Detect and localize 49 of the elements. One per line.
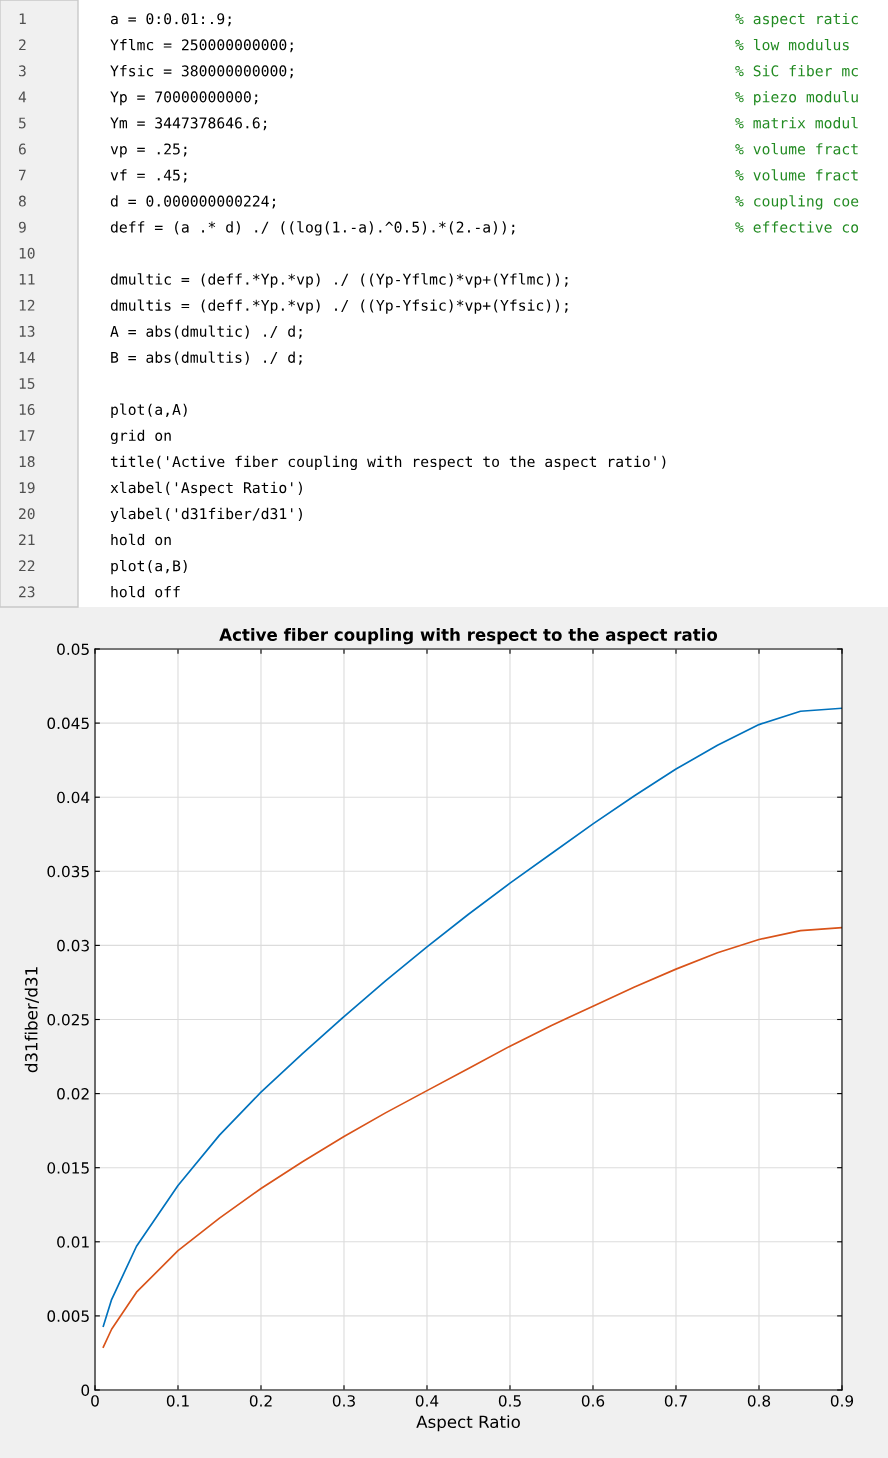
text: 4 Yp = 70000000000; % piezo modulu: [18, 90, 858, 106]
text: 3 Yfsic = 380000000000; % SiC fiber mc: [18, 65, 858, 79]
text: 18 title('Active fiber coupling with respect to the aspect ratio'): [19, 455, 666, 471]
y-tick-label: 0.005: [47, 1310, 89, 1322]
text: 20 ylabel('d31fiber/d31'): [19, 507, 302, 523]
text: 13 A = abs(dmultic) ./ d;: [19, 325, 302, 339]
x-tick-label: 0.1: [166, 1395, 189, 1407]
text: 16 plot(a,A): [19, 403, 187, 418]
x-axis-title: Aspect Ratio: [416, 1415, 520, 1432]
y-tick-label: 0.035: [47, 865, 89, 878]
y-tick-label: 0.04: [57, 791, 90, 804]
y-tick-label: 0.05: [57, 643, 89, 656]
x-tick-label: 0.6: [581, 1395, 605, 1407]
text: 14 B = abs(dmultis) ./ d;: [19, 351, 302, 365]
x-tick-label: 0.5: [498, 1395, 521, 1407]
text: 9 deff = (a .* d) ./ ((log(1.-a).^0.5).*(2.-a)); % effective co: [18, 221, 859, 236]
text: 10: [19, 247, 35, 259]
text: 12 dmultis = (deff.*Yp.*vp) ./ ((Yp-Yfsic)*vp+(Yfsic));: [19, 299, 568, 314]
text: 6 vp = .25; % volume fract: [18, 143, 858, 158]
y-tick-label: 0.015: [47, 1162, 89, 1174]
y-tick-label: 0.01: [57, 1236, 89, 1248]
chart-title: Active fiber coupling with respect to the aspect ratio: [219, 628, 718, 645]
x-tick-label: 0: [91, 1395, 99, 1407]
x-tick-label: 0.8: [747, 1395, 771, 1407]
text: 15: [19, 378, 35, 389]
line-series: [102, 926, 842, 1348]
y-tick-label: 0.03: [57, 939, 89, 952]
y-tick-label: 0.025: [47, 1013, 89, 1026]
text: 17 grid on: [19, 429, 171, 444]
text: 22 plot(a,B): [19, 559, 187, 575]
text: 7 vf = .45; % volume fract: [18, 169, 858, 183]
x-tick-label: 0.2: [249, 1395, 272, 1407]
x-tick-label: 0.4: [415, 1395, 439, 1407]
y-tick-label: 0.02: [57, 1088, 89, 1100]
x-tick-label: 0.7: [664, 1395, 687, 1407]
text: 19 xlabel('Aspect Ratio'): [19, 481, 302, 497]
text: 21 hold on: [19, 533, 171, 546]
text: 8 d = 0.000000000224; % coupling coe: [18, 195, 859, 210]
line-series: [102, 707, 842, 1328]
text: 2 Yflmc = 250000000000; % low modulus: [19, 38, 849, 53]
y-axis-title: d31fiber/d31: [24, 967, 39, 1073]
text: 5 Ym = 3447378646.6; % matrix modul: [19, 117, 858, 131]
text: 23 hold off: [19, 585, 180, 598]
y-tick-label: 0: [81, 1384, 90, 1397]
x-tick-label: 0.9: [830, 1395, 854, 1407]
text: 11 dmultic = (deff.*Yp.*vp) ./ ((Yp-Yflmc)*vp+(Yflmc));: [19, 273, 568, 288]
x-tick-label: 0.3: [332, 1395, 355, 1407]
y-tick-label: 0.045: [47, 717, 89, 730]
text: 1 a = 0:0.01:.9; % aspect ratic: [19, 12, 858, 28]
